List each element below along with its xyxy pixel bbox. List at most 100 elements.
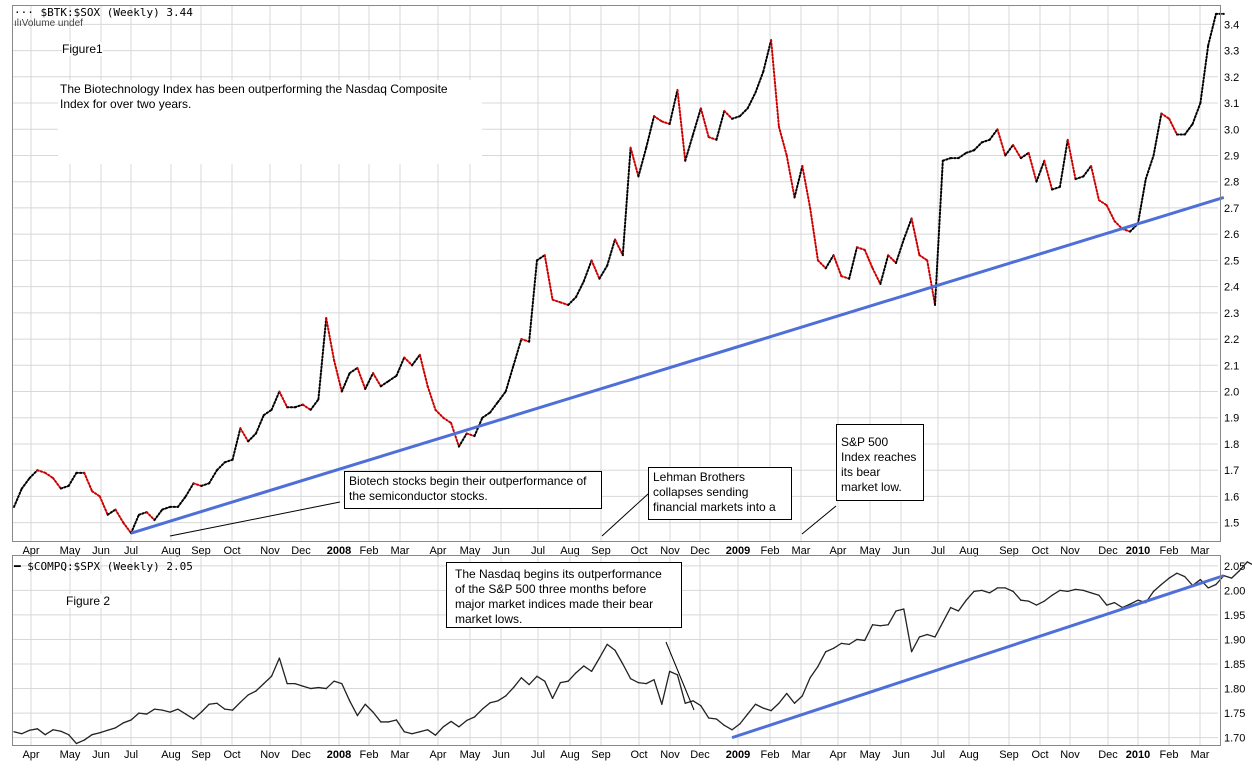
series-segment: [239, 694, 249, 703]
series-segment: [83, 734, 93, 741]
figure2-label: Figure 2: [66, 594, 111, 608]
series-segment: [28, 728, 39, 731]
figure1-label: Figure1: [62, 42, 103, 56]
series-segment: [918, 254, 929, 262]
series-segment: [293, 403, 304, 409]
series-segment: [208, 469, 218, 485]
series-segment: [465, 432, 476, 438]
x-tick-label: Aug: [959, 545, 979, 557]
series-segment: [918, 633, 928, 638]
y-tick-label: 1.90: [1224, 634, 1245, 646]
x-tick-label: Oct: [223, 545, 240, 557]
series-segment: [333, 359, 343, 393]
series-segment: [723, 109, 734, 120]
series-segment: [536, 675, 546, 682]
bottom-y-axis: 1.701.751.801.851.901.952.002.05: [1224, 561, 1245, 745]
series-segment: [770, 702, 780, 712]
x-tick-label: Apr: [829, 545, 846, 557]
series-segment: [551, 298, 562, 304]
series-segment: [270, 657, 281, 677]
series-segment: [1028, 600, 1038, 606]
x-tick-label: Jul: [124, 545, 138, 557]
series-segment: [879, 254, 890, 285]
series-segment: [60, 730, 70, 736]
x-tick-label: Mar: [391, 545, 410, 557]
series-segment: [855, 246, 866, 251]
bottom-panel-frame: [12, 555, 1221, 746]
x-tick-label: Jun: [92, 749, 110, 761]
series-segment: [1097, 199, 1108, 207]
top-series-line: [13, 12, 1225, 535]
nasdaq-pointer: [665, 641, 695, 711]
x-tick-label: Oct: [1031, 545, 1048, 557]
series-segment: [809, 665, 819, 679]
series-segment: [1098, 594, 1108, 606]
series-segment: [738, 107, 749, 118]
series-segment: [707, 136, 718, 141]
series-segment: [981, 589, 991, 594]
series-segment: [1074, 175, 1085, 181]
series-segment: [762, 39, 773, 73]
series-segment: [137, 511, 148, 516]
y-tick-label: 1.6: [1224, 491, 1239, 503]
series-segment: [645, 679, 655, 685]
description-text: The Biotechnology Index has been outperf…: [58, 80, 482, 164]
series-segment: [200, 482, 211, 487]
x-tick-label: Dec: [1098, 749, 1118, 761]
series-segment: [614, 649, 624, 665]
series-segment: [606, 238, 616, 267]
series-segment: [567, 296, 577, 306]
x-tick-label: Apr: [829, 749, 846, 761]
series-segment: [903, 608, 913, 653]
series-segment: [216, 702, 226, 710]
series-segment: [770, 39, 780, 128]
series-segment: [1012, 590, 1022, 601]
series-segment: [122, 521, 133, 535]
dotted-line-icon: ···: [14, 6, 34, 19]
series-segment: [36, 469, 47, 474]
series-segment: [1183, 123, 1194, 136]
series-segment: [442, 416, 453, 424]
series-segment: [637, 146, 648, 178]
series-segment: [629, 678, 640, 684]
series-segment: [348, 366, 359, 375]
x-tick-label: Aug: [161, 545, 181, 557]
sp500-annotation: S&P 500 Index reaches its bear market lo…: [836, 424, 924, 501]
series-segment: [504, 364, 515, 393]
series-segment: [1105, 204, 1116, 223]
series-segment: [426, 385, 437, 411]
y-tick-label: 2.4: [1224, 282, 1239, 294]
y-tick-label: 2.5: [1224, 255, 1239, 267]
series-segment: [793, 695, 803, 704]
series-segment: [325, 317, 336, 362]
series-segment: [840, 642, 850, 646]
series-segment: [138, 712, 148, 715]
series-segment: [1223, 574, 1233, 579]
x-tick-label: 2010: [1126, 749, 1150, 761]
series-segment: [559, 301, 570, 306]
series-segment: [739, 713, 749, 725]
series-segment: [301, 403, 312, 411]
x-tick-label: Nov: [260, 749, 280, 761]
series-segment: [161, 505, 172, 511]
series-segment: [153, 508, 164, 522]
x-tick-label: Jun: [892, 749, 910, 761]
y-tick-label: 1.7: [1224, 465, 1239, 477]
series-segment: [356, 366, 367, 390]
series-segment: [1035, 159, 1046, 183]
y-tick-label: 1.8: [1224, 439, 1239, 451]
series-segment: [528, 675, 538, 686]
x-tick-label: Feb: [761, 545, 780, 557]
series-segment: [1035, 600, 1045, 606]
series-segment: [684, 133, 695, 162]
x-tick-label: Sep: [591, 749, 611, 761]
series-segment: [957, 151, 968, 160]
series-segment: [442, 720, 452, 728]
series-segment: [582, 259, 593, 283]
series-segment: [52, 729, 62, 732]
sp500-pointer: [801, 505, 837, 535]
lehman-annotation: Lehman Brothers collapses sending financ…: [648, 467, 792, 520]
series-segment: [450, 720, 460, 728]
series-segment: [200, 703, 210, 713]
bottom-series-line: [13, 561, 1252, 745]
